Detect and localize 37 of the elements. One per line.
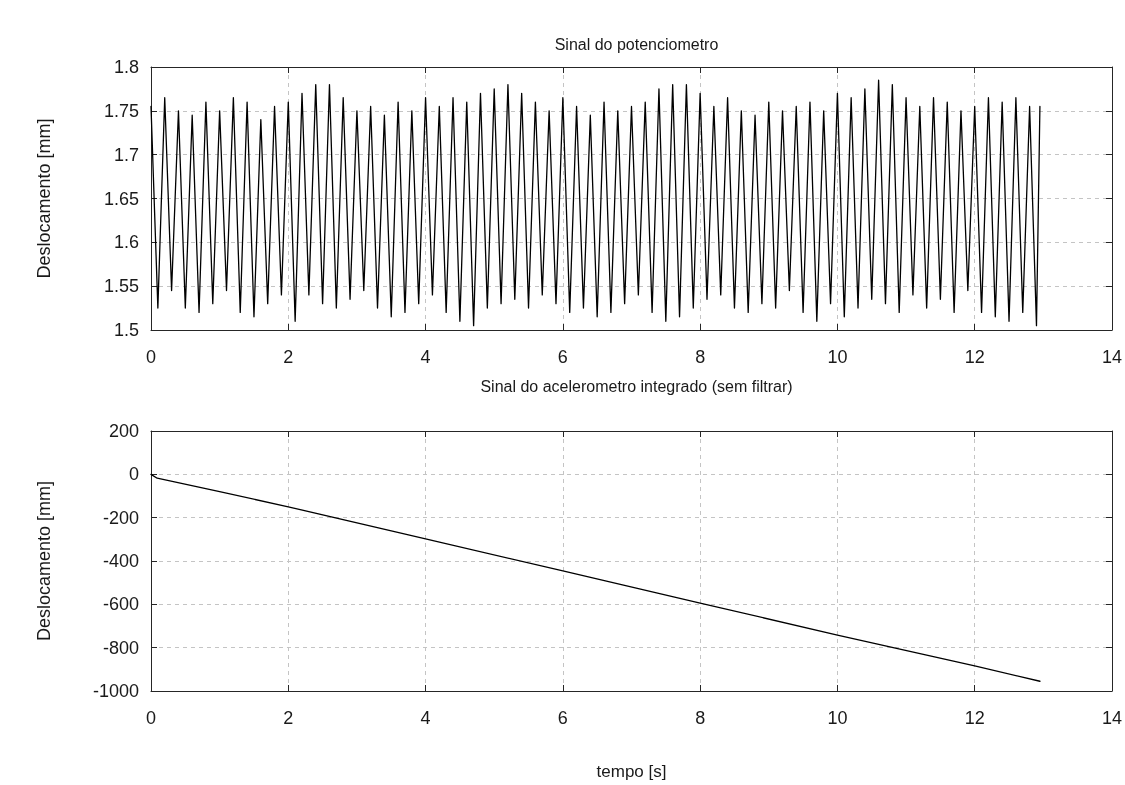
x-tick-label: 2 bbox=[283, 708, 294, 728]
y-tick-label: 1.55 bbox=[103, 276, 139, 297]
x-tick-label: 10 bbox=[827, 708, 848, 728]
chart-title: Sinal do acelerometro integrado (sem filtrar) bbox=[480, 377, 793, 395]
x-tick-label: 2 bbox=[283, 347, 294, 367]
y-tick-label: -1000 bbox=[92, 681, 139, 701]
x-axis-title: tempo [s] bbox=[596, 762, 667, 781]
y-tick-label: 1.7 bbox=[113, 144, 139, 165]
x-tick-label: 12 bbox=[964, 708, 985, 728]
chart-title: Sinal do potenciometro bbox=[554, 35, 719, 53]
x-tick-label: 4 bbox=[420, 708, 431, 728]
y-tick-label: -200 bbox=[102, 507, 139, 528]
x-tick-label: 12 bbox=[964, 347, 985, 367]
x-tick-label: 6 bbox=[557, 347, 568, 367]
x-tick-label: 14 bbox=[1101, 347, 1122, 367]
x-tick-label: 6 bbox=[557, 708, 568, 728]
x-tick-label: 0 bbox=[145, 708, 157, 728]
y-tick-label: 1.6 bbox=[113, 232, 139, 253]
x-tick-label: 10 bbox=[827, 347, 848, 367]
y-tick-label: 1.5 bbox=[113, 320, 139, 340]
y-tick-label: -400 bbox=[102, 551, 139, 571]
line-series bbox=[150, 473, 1041, 682]
y-tick-label: 200 bbox=[108, 421, 139, 441]
x-tick-label: 0 bbox=[145, 347, 157, 367]
x-tick-label: 14 bbox=[1101, 708, 1122, 728]
y-tick-label: -600 bbox=[102, 594, 139, 615]
x-tick-label: 8 bbox=[695, 347, 706, 367]
y-axis-title: Deslocamento [mm] bbox=[34, 480, 54, 642]
y-tick-label: 1.75 bbox=[103, 100, 139, 121]
y-tick-label: 1.8 bbox=[113, 57, 139, 77]
x-tick-label: 8 bbox=[695, 708, 706, 728]
y-tick-label: -800 bbox=[102, 637, 139, 658]
y-tick-label: 0 bbox=[128, 464, 139, 485]
y-tick-label: 1.65 bbox=[103, 188, 139, 209]
y-axis-title: Deslocamento [mm] bbox=[34, 118, 54, 279]
x-tick-label: 4 bbox=[420, 347, 431, 367]
line-series bbox=[150, 79, 1041, 327]
